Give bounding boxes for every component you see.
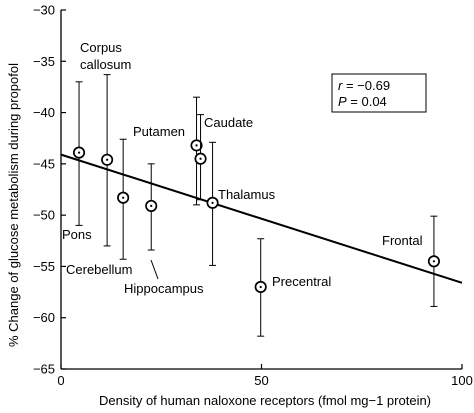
data-point-center-thalamus [211,201,214,204]
data-point-center-cerebellum [122,196,125,199]
label-pons: Pons [62,227,92,242]
data-point-center-frontal [432,260,436,263]
x-tick-label: 50 [254,373,268,388]
label-cerebellum: Cerebellum [66,262,132,277]
stat-r-value: = −0.69 [342,78,390,93]
y-tick-label: −55 [33,259,55,274]
ticks: −30 −35 −40 −45 −50 −55 −60 −650 50 100 [33,3,473,389]
label-putamen: Putamen [133,124,185,139]
y-tick-label: −65 [33,362,55,377]
y-tick-label: −40 [33,105,55,120]
label-corpus-callosum-line2: callosum [80,57,131,72]
data-point-center-hippocampus [150,204,153,208]
label-thalamus: Thalamus [218,187,276,202]
stats-box: r = −0.69 P = 0.04 [331,73,427,113]
data-point-center-pons [77,151,81,154]
x-tick-label: 100 [451,373,473,388]
data-series [60,74,463,337]
stat-r: r = −0.69 [338,78,390,93]
x-axis-title: Density of human naloxone receptors (fmo… [99,393,431,408]
stat-p: P = 0.04 [338,94,387,109]
label-hippocampus: Hippocampus [124,281,204,296]
label-frontal: Frontal [382,233,423,248]
regression-line [60,153,463,284]
region-labels: Corpus callosum Putamen Caudate Thalamus… [62,40,423,296]
stat-r-symbol: r [338,78,343,93]
y-tick-label: −60 [33,310,55,325]
data-point-center-corpus-callosum [106,158,109,161]
y-tick-label: −45 [33,156,55,171]
data-point-center-caudate [199,157,202,160]
y-tick-label: −50 [33,208,55,223]
hippocampus-pointer-line [150,259,159,280]
label-precentral: Precentral [272,274,331,289]
stat-p-symbol: P [338,94,347,109]
data-point-center-precentral [259,285,262,289]
y-tick-label: −35 [33,54,55,69]
stats-box-frame [331,73,427,113]
label-caudate: Caudate [204,115,253,130]
x-tick-label: 0 [57,373,64,388]
y-axis-title: % Change of glucose metabolism during pr… [6,63,21,347]
label-corpus-callosum-line1: Corpus [80,40,122,55]
data-point-center-putamen [195,144,198,147]
y-tick-label: −30 [33,3,55,18]
stat-p-value: = 0.04 [347,94,387,109]
